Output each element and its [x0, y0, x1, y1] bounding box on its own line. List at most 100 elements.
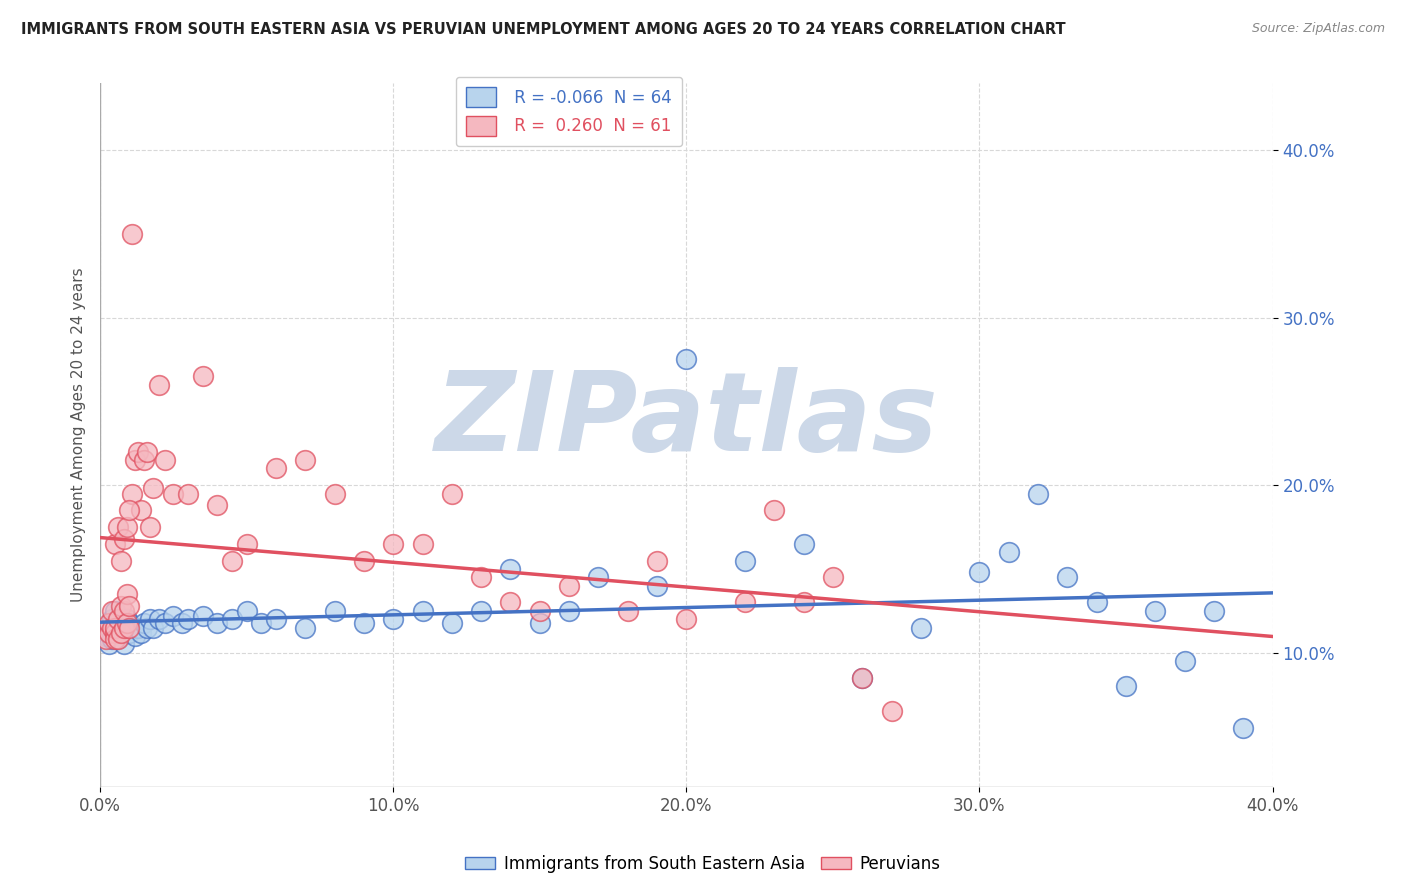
Point	[1026, 486, 1049, 500]
Point	[382, 612, 405, 626]
Text: Source: ZipAtlas.com: Source: ZipAtlas.com	[1251, 22, 1385, 36]
Point	[101, 612, 124, 626]
Point	[616, 604, 638, 618]
Legend: Immigrants from South Eastern Asia, Peruvians: Immigrants from South Eastern Asia, Peru…	[458, 848, 948, 880]
Point	[112, 621, 135, 635]
Point	[97, 615, 120, 630]
Point	[221, 612, 243, 626]
Point	[115, 520, 138, 534]
Point	[104, 625, 127, 640]
Point	[104, 604, 127, 618]
Point	[115, 587, 138, 601]
Point	[104, 615, 127, 630]
Point	[1056, 570, 1078, 584]
Point	[529, 604, 551, 618]
Point	[132, 615, 155, 630]
Point	[1144, 604, 1167, 618]
Point	[1085, 595, 1108, 609]
Point	[110, 625, 132, 640]
Point	[142, 482, 165, 496]
Point	[294, 453, 316, 467]
Point	[115, 615, 138, 630]
Point	[382, 537, 405, 551]
Point	[207, 498, 229, 512]
Point	[97, 625, 120, 640]
Point	[440, 615, 463, 630]
Point	[412, 537, 434, 551]
Point	[763, 503, 786, 517]
Point	[264, 461, 287, 475]
Point	[112, 637, 135, 651]
Point	[115, 612, 138, 626]
Point	[675, 352, 697, 367]
Point	[129, 625, 152, 640]
Point	[353, 553, 375, 567]
Point	[118, 625, 141, 640]
Point	[470, 570, 492, 584]
Y-axis label: Unemployment Among Ages 20 to 24 years: Unemployment Among Ages 20 to 24 years	[72, 268, 86, 602]
Point	[112, 625, 135, 640]
Point	[221, 553, 243, 567]
Point	[1174, 654, 1197, 668]
Point	[107, 612, 129, 626]
Point	[132, 453, 155, 467]
Point	[499, 595, 522, 609]
Point	[115, 621, 138, 635]
Point	[969, 566, 991, 580]
Point	[104, 625, 127, 640]
Point	[162, 486, 184, 500]
Point	[110, 615, 132, 630]
Point	[910, 621, 932, 635]
Point	[127, 621, 149, 635]
Point	[470, 604, 492, 618]
Point	[153, 453, 176, 467]
Point	[499, 562, 522, 576]
Point	[136, 621, 159, 635]
Point	[124, 629, 146, 643]
Point	[110, 599, 132, 613]
Point	[294, 621, 316, 635]
Point	[142, 621, 165, 635]
Point	[101, 604, 124, 618]
Point	[177, 612, 200, 626]
Point	[235, 604, 257, 618]
Point	[997, 545, 1019, 559]
Point	[645, 553, 668, 567]
Point	[139, 520, 162, 534]
Point	[529, 615, 551, 630]
Point	[124, 453, 146, 467]
Point	[191, 369, 214, 384]
Point	[1115, 679, 1137, 693]
Point	[323, 604, 346, 618]
Point	[107, 520, 129, 534]
Point	[588, 570, 610, 584]
Point	[558, 604, 581, 618]
Point	[136, 444, 159, 458]
Point	[94, 632, 117, 647]
Point	[112, 604, 135, 618]
Point	[101, 632, 124, 647]
Point	[148, 377, 170, 392]
Point	[112, 532, 135, 546]
Point	[121, 621, 143, 635]
Point	[558, 579, 581, 593]
Point	[177, 486, 200, 500]
Point	[250, 615, 273, 630]
Point	[121, 227, 143, 241]
Point	[880, 705, 903, 719]
Point	[1202, 604, 1225, 618]
Point	[675, 612, 697, 626]
Point	[734, 595, 756, 609]
Point	[148, 612, 170, 626]
Point	[139, 612, 162, 626]
Point	[118, 621, 141, 635]
Point	[104, 621, 127, 635]
Point	[851, 671, 873, 685]
Point	[129, 503, 152, 517]
Point	[110, 629, 132, 643]
Point	[851, 671, 873, 685]
Point	[440, 486, 463, 500]
Point	[118, 599, 141, 613]
Point	[153, 615, 176, 630]
Point	[191, 608, 214, 623]
